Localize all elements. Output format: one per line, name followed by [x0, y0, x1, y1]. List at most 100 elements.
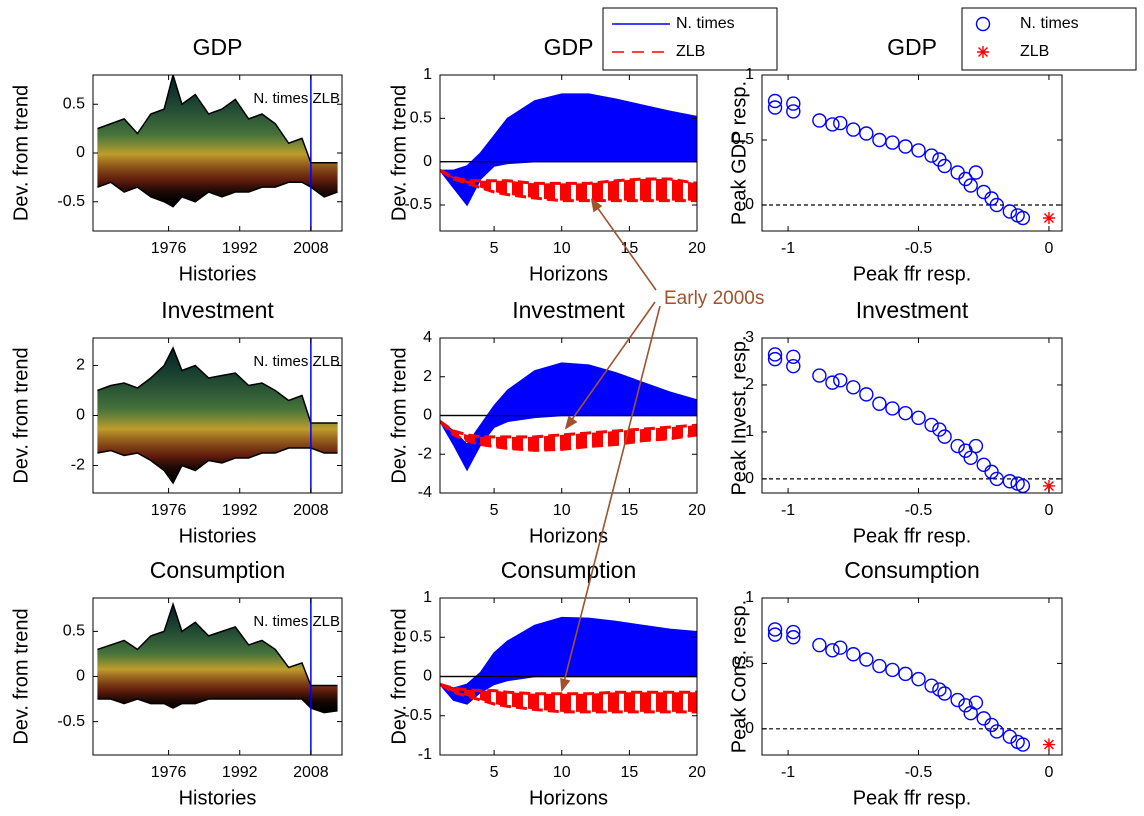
circle-point: [767, 93, 783, 109]
circle-point: [989, 197, 1004, 213]
y-tick-label: -2: [418, 445, 432, 462]
band-upper: [440, 616, 697, 690]
band-fill: [440, 94, 697, 205]
band-lower: [440, 420, 697, 452]
x-tick-label: 10: [553, 240, 571, 257]
star-point: [1042, 738, 1055, 751]
circle-point: [976, 457, 991, 473]
band-upper: [440, 93, 697, 172]
y-tick-label: 0: [423, 407, 432, 424]
circle-point: [872, 658, 887, 674]
y-tick-label: 0: [76, 668, 85, 685]
circle-point: [1015, 737, 1031, 752]
circle-point: [872, 132, 887, 148]
panel: [97, 346, 338, 485]
x-axis-label: Horizons: [529, 263, 608, 285]
band-fill: [440, 363, 697, 470]
circle-point: [963, 178, 978, 193]
circle-point: [898, 666, 913, 682]
circle-point: [846, 122, 861, 137]
circle-point: [898, 139, 913, 154]
circle-point: [898, 405, 913, 421]
y-tick-label: -0.5: [57, 713, 85, 730]
x-tick-label: 15: [620, 764, 638, 781]
circle-point: [786, 349, 801, 364]
circle-point: [950, 438, 965, 454]
panel-annotation: N. times ZLB: [253, 90, 340, 107]
x-tick-label: 2008: [293, 240, 329, 257]
chart-title: Investment: [856, 297, 969, 323]
y-axis-label: Peak GDP resp.: [728, 81, 750, 225]
y-tick-label: 1: [745, 66, 754, 83]
circle-point: [1015, 210, 1031, 226]
y-tick-label: 0: [745, 720, 754, 737]
panel: [440, 616, 697, 714]
y-tick-label: 1: [745, 589, 754, 606]
circle-point: [859, 652, 874, 667]
y-tick-label: 0.5: [410, 110, 432, 127]
band-lower: [97, 181, 338, 208]
chart-title: GDP: [193, 34, 243, 60]
y-axis-label: Dev. from trend: [388, 85, 410, 221]
x-tick-label: -0.5: [905, 240, 933, 257]
panel: [440, 362, 697, 472]
plots: N. times ZLB -0.5 0 0.5 1976 1992 2008 GDP Histo…: [10, 7, 1137, 809]
x-tick-label: 10: [553, 764, 571, 781]
circle-point: [825, 117, 840, 132]
circle-point: [846, 647, 861, 662]
y-tick-label: 2: [745, 376, 754, 393]
circle-point: [786, 624, 801, 640]
legend-label: N. times: [676, 15, 735, 32]
x-tick-label: 0: [1045, 764, 1054, 781]
circle-point: [812, 368, 827, 383]
circle-point: [885, 401, 900, 416]
circle-point: [937, 158, 952, 174]
band-upper: [440, 362, 697, 446]
circle-point: [911, 671, 926, 687]
circle-point: [885, 135, 900, 150]
x-tick-label: 5: [490, 240, 499, 257]
x-tick-label: 2008: [293, 502, 329, 519]
band-upper: [97, 75, 338, 164]
x-tick-label: 1976: [151, 502, 187, 519]
circle-point: [1015, 478, 1031, 493]
chart-title: GDP: [544, 34, 594, 60]
arrowhead: [560, 677, 571, 693]
circle-point: [859, 387, 874, 402]
x-tick-label: -1: [781, 502, 795, 519]
legend-box: [602, 7, 778, 71]
x-tick-label: 1992: [222, 764, 258, 781]
chart-title: Consumption: [150, 557, 286, 583]
chart-title: GDP: [887, 34, 937, 60]
y-tick-label: 0: [76, 407, 85, 424]
x-tick-label: 10: [553, 502, 571, 519]
y-tick-label: -4: [418, 484, 432, 501]
circle-point: [812, 637, 827, 653]
y-tick-label: -0.5: [404, 707, 432, 724]
annotation: Early 2000s: [664, 288, 764, 309]
band-lower: [440, 683, 697, 714]
circle-point: [937, 686, 952, 701]
circle-point: [950, 165, 965, 180]
arrowhead: [590, 198, 603, 213]
circle-point: [767, 100, 783, 115]
y-tick-label: 1: [423, 66, 432, 83]
circle-point: [968, 165, 984, 180]
circle-point: [976, 711, 991, 726]
x-tick-label: 1976: [151, 240, 187, 257]
x-tick-label: 5: [490, 502, 499, 519]
circle-point: [786, 96, 801, 111]
y-axis-label: Peak Cons. resp.: [728, 600, 750, 753]
x-tick-label: 1992: [222, 502, 258, 519]
circle-point: [833, 640, 848, 655]
legend-marker: [975, 16, 991, 32]
band-shade: [97, 604, 338, 713]
band-lower: [97, 698, 338, 714]
y-tick-label: -1: [418, 746, 432, 763]
circle-point: [767, 347, 783, 362]
x-axis-label: Peak ffr resp.: [853, 263, 972, 285]
band-upper: [440, 168, 697, 185]
circle-point: [968, 695, 984, 710]
circle-point: [950, 692, 965, 708]
circle-point: [1002, 204, 1018, 219]
